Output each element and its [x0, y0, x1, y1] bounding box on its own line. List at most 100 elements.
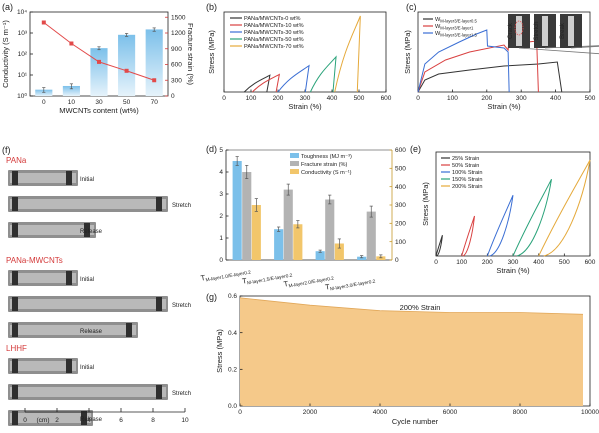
stress-curve-b-2: [277, 64, 310, 93]
legend-label-b: PANa/MWCNTs-0 wt%: [244, 16, 300, 22]
ylabel-b: Stress (MPa): [207, 30, 216, 74]
bar-0-0: [232, 161, 242, 260]
xtick-label-b: 0: [222, 95, 226, 102]
xtick-label-c: 100: [447, 95, 458, 102]
xtick-label-g: 10000: [581, 409, 599, 416]
legend-label-e: 25% Strain: [452, 156, 479, 162]
xtick-label-e: 100: [456, 259, 467, 266]
crack-highlight-c: [514, 20, 524, 36]
ytick-right-label-a: 0: [171, 93, 175, 100]
ytick-label-g: 0.2: [228, 367, 237, 374]
stress-curve-b-3: [309, 55, 337, 93]
panel-d: (d)0123450100200300400500600TM-layer1.0/…: [200, 144, 406, 293]
ruler-label: 2: [55, 417, 59, 424]
ytick-right-label-d: 600: [395, 147, 406, 154]
ytick-right-label-a: 900: [171, 46, 182, 53]
photo-clamp-left-2-2: [12, 411, 18, 425]
legend-label-e: 50% Strain: [452, 163, 479, 169]
ytick-label-d: 0: [219, 257, 223, 264]
xtick-label-a: 0: [42, 99, 46, 106]
panel-label-g: (g): [206, 292, 217, 302]
photo-state-label-0-0: Initial: [80, 177, 94, 183]
xtick-label-b: 400: [327, 95, 338, 102]
panel-label-b: (b): [206, 2, 217, 12]
panel-c: (c) 0 100 200 300 400 500 Strain (%) Stress (MPa…: [403, 2, 599, 111]
bar-0-2: [315, 251, 325, 260]
xtick-label-g: 6000: [443, 409, 458, 416]
legend-label-b: PANa/MWCNTs-10 wt%: [244, 23, 304, 29]
photo-sample-0-1: [10, 199, 166, 209]
fracture-strain-point-70: [152, 78, 157, 83]
legend-label-c: WM-layer3/E-layer1: [435, 24, 474, 31]
legend-label-b: PANa/MWCNTs-70 wt%: [244, 44, 304, 50]
ytick-label-a: 10²: [18, 51, 28, 58]
photo-state-label-0-1: Stretch: [172, 203, 191, 209]
photo-sample-0-2: [10, 225, 94, 235]
ytick-label-g: 0.0: [228, 403, 237, 410]
panel-f: (f)PANa Initial Stretch Release PANa-MWCNTs I…: [2, 145, 191, 426]
legend-label-d: Toughness (MJ m⁻³): [301, 154, 352, 160]
xtick-label-g: 2000: [303, 409, 318, 416]
bar-0-1: [274, 229, 284, 260]
photo-clamp-right-2-0: [66, 359, 72, 373]
bar-2-1: [293, 224, 303, 260]
ytick-right-label-a: 1500: [171, 14, 186, 21]
photo-clamp-left-1-1: [12, 297, 18, 311]
photo-state-label-2-1: Stretch: [172, 391, 191, 397]
xtick-label-a: 50: [123, 99, 131, 106]
legend-label-c: WM-layer3/E-layer0.5: [435, 17, 477, 24]
photo-sample-1-1: [10, 299, 166, 309]
hysteresis-loop-e-2: [486, 195, 514, 257]
panel-e: (e) 0 100 200 300 400 500 600 Strain (%) Stress (…: [410, 144, 596, 275]
ylabel-e: Stress (MPa): [421, 182, 430, 226]
ytick-label-d: 5: [219, 147, 223, 154]
photo-clamp-right-0-2: [84, 223, 90, 237]
stress-curve-c-2: [417, 29, 510, 93]
photo-clamp-left-1-2: [12, 323, 18, 337]
ruler-unit: (cm): [37, 417, 50, 424]
xtick-label-b: 600: [381, 95, 392, 102]
xlabel-g: Cycle number: [392, 417, 439, 426]
ytick-label-a: 10³: [18, 30, 28, 37]
bar-1-3: [366, 211, 376, 260]
ruler-label: 0: [23, 417, 27, 424]
ruler-label: 6: [119, 417, 123, 424]
photo-clamp-left-0-2: [12, 223, 18, 237]
photo-sample-2-2: [10, 413, 91, 423]
xtick-label-c: 200: [481, 95, 492, 102]
bar-1-1: [283, 189, 293, 260]
photo-group-title-1: PANa-MWCNTs: [6, 256, 63, 265]
xtick-label-g: 4000: [373, 409, 388, 416]
fracture-strain-point-30: [97, 59, 101, 64]
hysteresis-loop-e-1: [461, 215, 475, 257]
photo-sample-1-0: [10, 273, 76, 283]
photo-state-label-2-0: Initial: [80, 365, 94, 371]
bar-2-3: [376, 256, 386, 260]
bar-conductivity-70: [145, 29, 163, 97]
xtick-label-b: 300: [300, 95, 311, 102]
legend-label-c: WM-layer3/E-layer1.5: [435, 31, 477, 38]
ylabel-c: Stress (MPa): [403, 30, 412, 74]
ytick-label-g: 0.6: [228, 293, 237, 300]
legend-subscript-c: M-layer3/E-layer1: [440, 26, 474, 31]
xtick-label-e: 200: [482, 259, 493, 266]
xtick-label-c: 300: [516, 95, 527, 102]
panel-label-e: (e): [410, 144, 421, 154]
photo-clamp-right-2-1: [156, 385, 162, 399]
xlabel-e: Strain (%): [496, 266, 530, 275]
photo-state-label-1-2: Release: [80, 329, 103, 335]
axes-box-c: [417, 11, 591, 93]
panel-b: (b) 0 100 200 300 400 500 600 Strain (%) Stress (…: [206, 2, 392, 111]
stress-curve-c-1: [417, 34, 539, 93]
xtick-sub-d: M-layer3.0/E-layer0.2: [330, 278, 377, 292]
ytick-right-label-a: 1200: [171, 30, 186, 37]
photo-sample-1-2: [10, 325, 136, 335]
photo-clamp-right-1-0: [66, 271, 72, 285]
ylabel-g: Stress (MPa): [215, 329, 224, 373]
ytick-label-d: 1: [219, 235, 223, 242]
bar-conductivity-0: [35, 89, 53, 96]
inset-strip-c-0: [516, 16, 522, 46]
ytick-label-a: 10¹: [18, 72, 28, 79]
xlabel-b: Strain (%): [288, 102, 322, 111]
xlabel-a: MWCNTs content (wt%): [59, 106, 139, 115]
